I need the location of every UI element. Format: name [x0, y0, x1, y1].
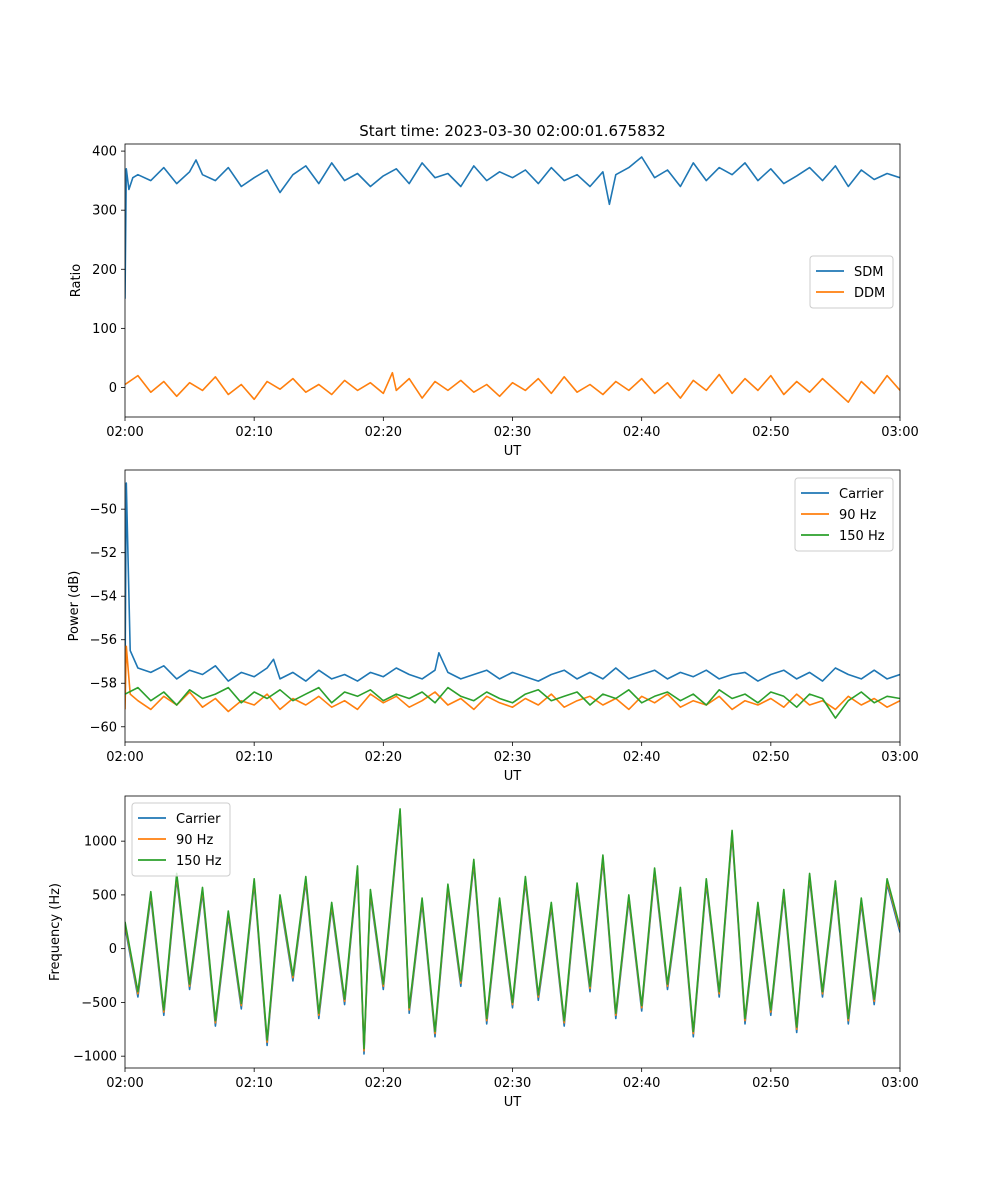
chart-1-x-tick-label-2: 02:10: [235, 425, 272, 440]
chart-2-legend-label-2: 90 Hz: [839, 508, 876, 523]
chart-2-y-axis-label: Power (dB): [67, 571, 82, 642]
chart-1-x-tick-label-5: 02:40: [623, 425, 660, 440]
chart-1: 02:00 02:10 02:20 02:30 02:40 02:50 03:00 0 100 2…: [69, 143, 919, 459]
chart-3-y-tick-label-4: 500: [92, 888, 117, 903]
chart-3-y-tick-label-3: 0: [109, 942, 117, 957]
chart-3-x-tick-label-1: 02:00: [106, 1076, 143, 1091]
chart-3-x-tick-label-7: 03:00: [881, 1076, 918, 1091]
chart-3-y-tick-label-5: 1000: [84, 835, 117, 850]
chart-1-series-line-2: [125, 371, 900, 404]
chart-3-series-group: [125, 808, 900, 1055]
chart-3-x-tick-label-5: 02:40: [623, 1076, 660, 1091]
chart-2-legend-box: [794, 477, 894, 552]
chart-2-series-group: [125, 482, 900, 719]
figure-title: Start time: 2023-03-30 02:00:01.675832: [359, 122, 665, 140]
chart-1-legend-label-2: DDM: [854, 286, 885, 301]
chart-3-legend: Carrier 90 Hz 150 Hz: [131, 802, 231, 877]
chart-3-y-tick-label-2: −500: [81, 996, 117, 1011]
chart-2: 02:00 02:10 02:20 02:30 02:40 02:50 03:00 −60 −5…: [67, 469, 919, 784]
chart-3-x-tick-label-3: 02:20: [365, 1076, 402, 1091]
chart-1-series-line-1: [125, 156, 900, 299]
chart-3-y-tick-label-1: −1000: [73, 1050, 117, 1065]
chart-3-legend-label-2: 90 Hz: [176, 833, 213, 848]
chart-2-series-line-1: [125, 482, 900, 684]
chart-2-y-tick-label-6: −50: [90, 503, 117, 518]
chart-3-y-axis-label: Frequency (Hz): [48, 883, 63, 981]
panels: 02:00 02:10 02:20 02:30 02:40 02:50 03:00 0 100 2…: [48, 143, 919, 1110]
chart-1-x-tick-label-6: 02:50: [752, 425, 789, 440]
chart-1-y-tick-label-4: 300: [92, 204, 117, 219]
chart-1-y-tick-label-3: 200: [92, 263, 117, 278]
chart-2-y-tick-label-2: −58: [90, 677, 117, 692]
chart-2-x-tick-label-5: 02:40: [623, 750, 660, 765]
chart-3: 02:00 02:10 02:20 02:30 02:40 02:50 03:00 −1000…: [48, 795, 919, 1110]
chart-1-y-tick-label-2: 100: [92, 322, 117, 337]
chart-2-x-tick-label-4: 02:30: [494, 750, 531, 765]
chart-3-x-tick-label-2: 02:10: [235, 1076, 272, 1091]
chart-1-y-axis-label: Ratio: [69, 264, 84, 297]
chart-1-x-tick-label-3: 02:20: [365, 425, 402, 440]
chart-2-x-axis-label: UT: [504, 769, 522, 784]
chart-1-series-group: [125, 156, 900, 404]
chart-2-legend-label-3: 150 Hz: [839, 529, 885, 544]
chart-3-series-line-3: [125, 808, 900, 1050]
chart-3-legend-label-1: Carrier: [176, 812, 221, 827]
chart-2-y-tick-label-4: −54: [90, 590, 117, 605]
chart-2-series-line-3: [125, 686, 900, 719]
chart-2-legend-label-1: Carrier: [839, 487, 884, 502]
chart-1-x-tick-label-1: 02:00: [106, 425, 143, 440]
chart-1-x-tick-label-7: 03:00: [881, 425, 918, 440]
chart-2-x-tick-label-7: 03:00: [881, 750, 918, 765]
chart-3-legend-box: [131, 802, 231, 877]
chart-1-x-axis-label: UT: [504, 444, 522, 459]
chart-2-x-tick-label-2: 02:10: [235, 750, 272, 765]
chart-2-x-tick-label-3: 02:20: [365, 750, 402, 765]
chart-1-x-tick-label-4: 02:30: [494, 425, 531, 440]
chart-2-x-tick-label-6: 02:50: [752, 750, 789, 765]
chart-3-x-tick-label-6: 02:50: [752, 1076, 789, 1091]
chart-1-legend-label-1: SDM: [854, 265, 883, 280]
chart-1-y-tick-label-1: 0: [109, 381, 117, 396]
chart-2-series-line-2: [125, 645, 900, 713]
chart-1-legend-box: [809, 255, 894, 309]
chart-1-legend: SDM DDM: [809, 255, 894, 309]
chart-3-x-tick-label-4: 02:30: [494, 1076, 531, 1091]
chart-1-y-tick-label-5: 400: [92, 145, 117, 160]
chart-2-y-tick-label-5: −52: [90, 546, 117, 561]
chart-2-x-tick-label-1: 02:00: [106, 750, 143, 765]
chart-2-legend: Carrier 90 Hz 150 Hz: [794, 477, 894, 552]
chart-2-y-tick-label-1: −60: [90, 720, 117, 735]
chart-3-legend-label-3: 150 Hz: [176, 854, 222, 869]
chart-3-x-axis-label: UT: [504, 1095, 522, 1110]
chart-2-y-tick-label-3: −56: [90, 633, 117, 648]
